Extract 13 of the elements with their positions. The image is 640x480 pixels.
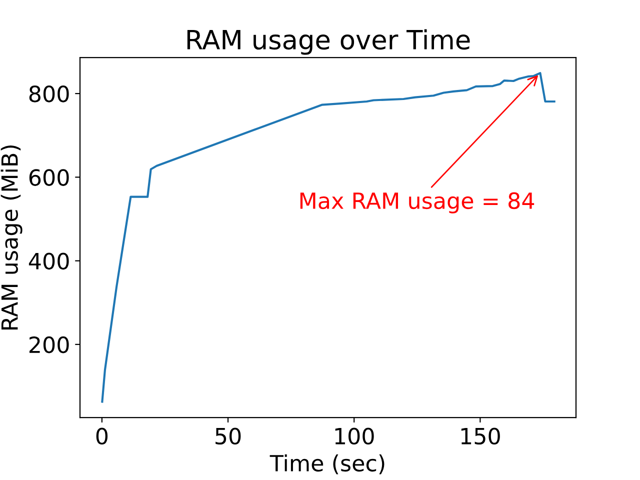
x-tick-label: 0 [96, 428, 108, 445]
x-tick-label: 50 [216, 428, 241, 445]
y-tick-label: 600 [29, 169, 69, 186]
y-tick-label: 800 [29, 86, 69, 102]
x-tick-label: 150 [461, 428, 500, 445]
y-tick-label: 200 [29, 336, 69, 354]
y-axis-title: RAM usage (MiB) [0, 145, 22, 330]
annotation: Max RAM usage = 84 [300, 192, 534, 214]
chart-title: RAM usage over Time [187, 29, 470, 55]
y-tick-label: 400 [28, 252, 69, 270]
line-series [101, 72, 556, 403]
x-tick-label: 100 [335, 428, 374, 445]
x-axis-title: Time (sec) [270, 454, 384, 474]
